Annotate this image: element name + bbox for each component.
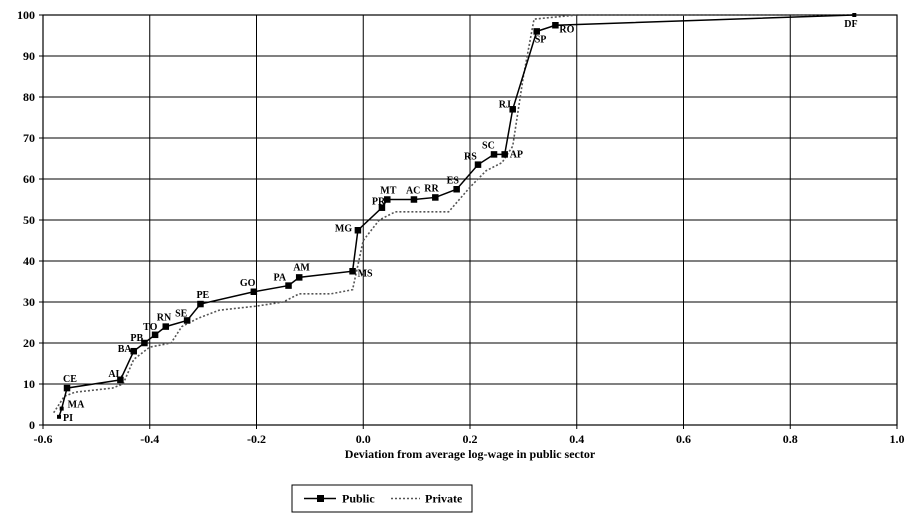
plot-frame bbox=[42, 14, 898, 426]
y-tick-label: 90 bbox=[23, 49, 35, 63]
y-tick-label: 40 bbox=[23, 254, 35, 268]
point-label-ro: RO bbox=[559, 24, 574, 35]
public-marker-sc bbox=[490, 151, 498, 158]
point-label-rr: RR bbox=[424, 183, 439, 194]
point-label-rj: RJ bbox=[499, 99, 511, 110]
y-tick-label: 60 bbox=[23, 172, 35, 186]
public-marker-am bbox=[295, 274, 303, 281]
point-label-ce: CE bbox=[63, 374, 77, 385]
public-marker-mt bbox=[384, 196, 391, 203]
point-label-df: DF bbox=[844, 19, 857, 30]
point-label-se: SE bbox=[175, 308, 188, 319]
point-label-ba: BA bbox=[118, 344, 133, 355]
public-marker-rr bbox=[432, 194, 439, 201]
public-marker-ro bbox=[552, 22, 559, 29]
public-marker-to bbox=[151, 331, 159, 339]
public-marker-ac bbox=[410, 196, 418, 203]
public-marker-ba bbox=[130, 347, 137, 355]
x-tick-label: 0.8 bbox=[783, 432, 798, 446]
y-tick-label: 50 bbox=[23, 213, 35, 227]
point-label-ac: AC bbox=[406, 186, 420, 197]
point-label-ap: AP bbox=[510, 149, 523, 160]
public-marker-ms bbox=[349, 268, 356, 275]
public-marker-df bbox=[852, 13, 857, 17]
public-marker-ma bbox=[59, 406, 64, 411]
public-marker-pr bbox=[378, 204, 386, 211]
point-label-mg: MG bbox=[335, 223, 352, 234]
series-lines bbox=[53, 14, 855, 418]
legend-public-marker bbox=[317, 495, 324, 502]
public-marker-se bbox=[183, 317, 191, 324]
x-tick-label: -0.2 bbox=[247, 432, 266, 446]
public-marker-rn bbox=[162, 323, 170, 330]
legend: Public Private bbox=[291, 484, 473, 513]
legend-private-label: Private bbox=[425, 492, 463, 506]
point-label-rs: RS bbox=[464, 152, 477, 163]
point-label-al: AL bbox=[108, 369, 122, 380]
private-series-line bbox=[53, 14, 855, 414]
x-tick-label: 0.2 bbox=[463, 432, 478, 446]
public-marker-ap bbox=[501, 151, 508, 158]
point-label-es: ES bbox=[447, 175, 460, 186]
y-tick-label: 10 bbox=[23, 377, 35, 391]
x-tick-label: 0.0 bbox=[356, 432, 371, 446]
point-label-pb: PB bbox=[130, 333, 143, 344]
point-label-pa: PA bbox=[274, 273, 287, 284]
y-tick-label: 30 bbox=[23, 295, 35, 309]
public-marker-al bbox=[117, 376, 124, 384]
x-axis-title: Deviation from average log-wage in publi… bbox=[345, 447, 596, 461]
public-series-line bbox=[58, 14, 855, 418]
x-tick-label: 1.0 bbox=[890, 432, 905, 446]
public-marker-mg bbox=[354, 227, 362, 234]
point-label-pr: PR bbox=[372, 197, 386, 208]
tick-labels: -0.6 -0.4 -0.2 0.0 0.2 0.4 0.6 0.8 1.0 0 10 20 30 40 5… bbox=[17, 8, 905, 446]
public-marker-rj bbox=[509, 106, 516, 113]
x-tick-label: 0.6 bbox=[676, 432, 691, 446]
point-label-ma: MA bbox=[68, 400, 85, 411]
x-tick-label: -0.6 bbox=[34, 432, 53, 446]
y-tick-label: 80 bbox=[23, 90, 35, 104]
point-label-pe: PE bbox=[196, 290, 209, 301]
y-tick-label: 70 bbox=[23, 131, 35, 145]
y-tick-label: 0 bbox=[29, 418, 35, 432]
point-label-to: TO bbox=[143, 322, 157, 333]
point-label-sp: SP bbox=[535, 34, 547, 45]
x-tick-label: 0.4 bbox=[569, 432, 584, 446]
point-label-sc: SC bbox=[482, 140, 495, 151]
public-marker-ce bbox=[63, 384, 71, 392]
point-label-am: AM bbox=[293, 262, 310, 273]
legend-public-label: Public bbox=[342, 492, 375, 506]
y-tick-label: 20 bbox=[23, 336, 35, 350]
point-label-rn: RN bbox=[157, 313, 172, 324]
point-label-pi: PI bbox=[63, 413, 73, 424]
point-label-mt: MT bbox=[380, 186, 396, 197]
public-marker-pi bbox=[57, 414, 62, 419]
public-marker-es bbox=[453, 186, 460, 193]
axes bbox=[39, 14, 898, 429]
y-tick-label: 100 bbox=[17, 8, 35, 22]
point-label-ms: MS bbox=[358, 268, 373, 279]
public-marker-go bbox=[250, 288, 258, 295]
public-marker-pa bbox=[285, 282, 292, 289]
markers bbox=[57, 13, 857, 419]
point-label-go: GO bbox=[240, 278, 256, 289]
public-marker-pb bbox=[141, 339, 148, 347]
public-marker-rs bbox=[474, 161, 482, 168]
x-tick-label: -0.4 bbox=[140, 432, 159, 446]
public-marker-sp bbox=[533, 28, 540, 35]
public-marker-pe bbox=[197, 300, 204, 308]
grid bbox=[42, 14, 898, 426]
